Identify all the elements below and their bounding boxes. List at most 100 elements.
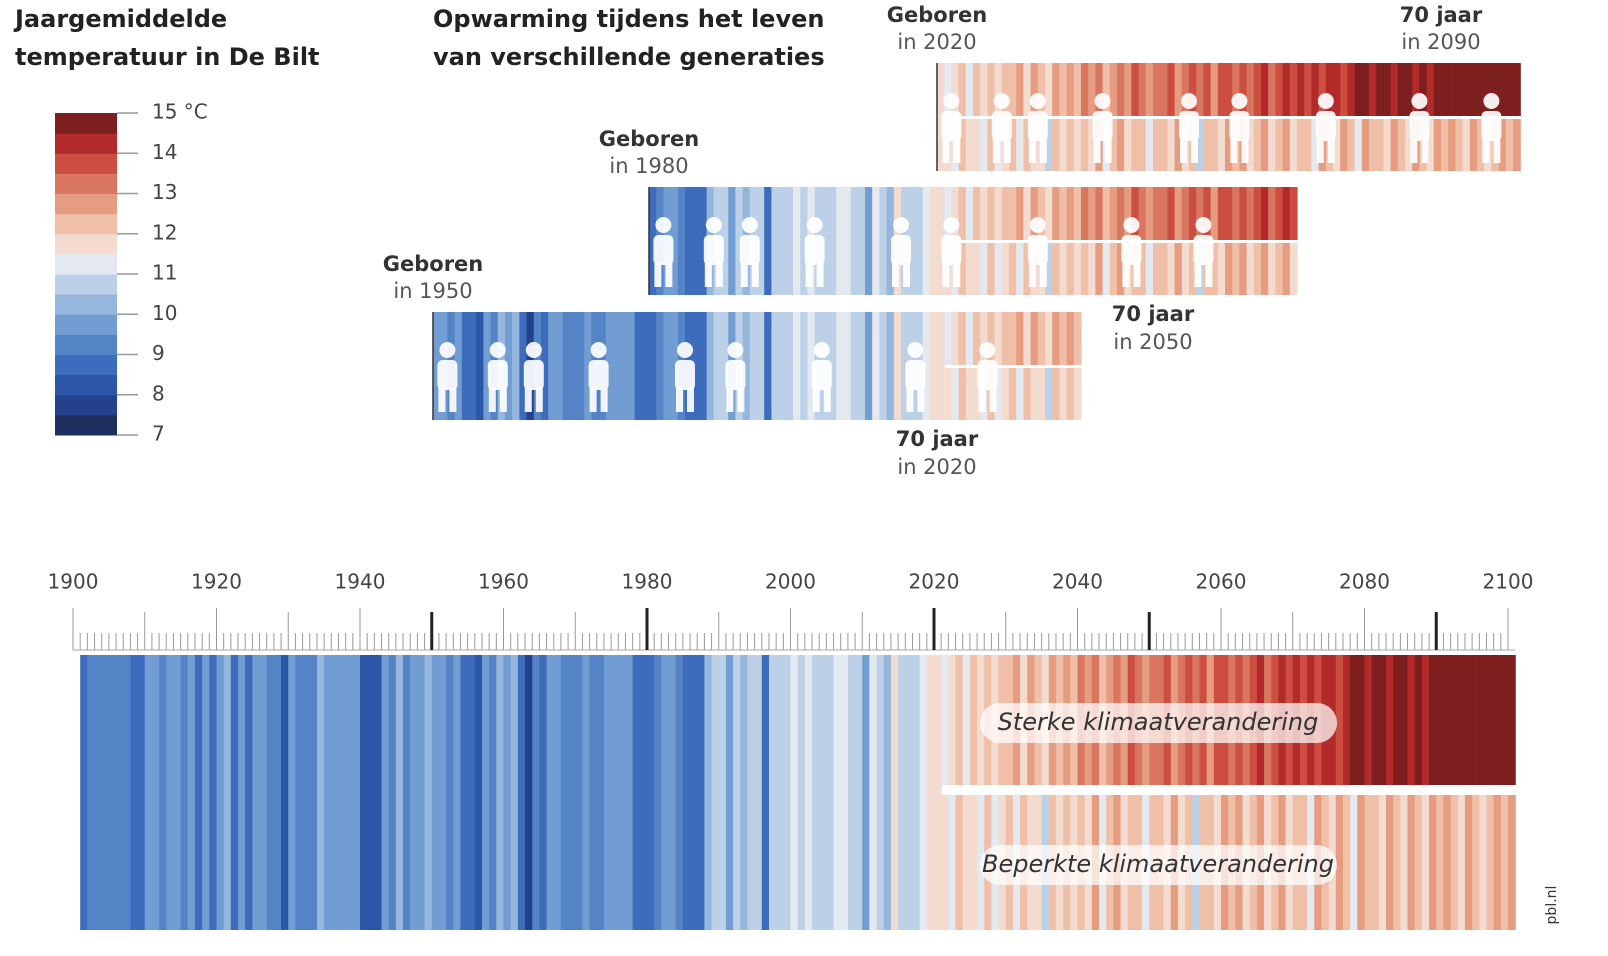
generation-stripe <box>1023 368 1032 420</box>
generation-stripe <box>1253 187 1262 240</box>
person-icon <box>488 388 496 412</box>
stripe <box>1436 655 1445 785</box>
generation-stripe <box>1448 63 1456 116</box>
stripe <box>1407 655 1416 785</box>
generation-stripe <box>1217 187 1226 240</box>
stripe <box>812 655 820 930</box>
person-icon <box>1123 217 1140 233</box>
generation-stripe <box>1498 119 1507 171</box>
generation-stripe <box>1369 63 1377 116</box>
person-icon <box>1327 139 1335 163</box>
legend-title: Jaargemiddelde <box>13 5 227 33</box>
generation-stripe <box>1131 187 1140 240</box>
generation-stripe <box>634 312 643 420</box>
born-year-label: in 1950 <box>393 279 472 303</box>
generation-stripe <box>454 312 463 420</box>
stripe <box>460 655 469 930</box>
generation-stripe <box>973 119 981 171</box>
person-icon <box>751 263 759 287</box>
generation-stripe <box>937 187 945 295</box>
generation-stripe <box>994 312 1003 365</box>
person-icon <box>1481 111 1502 141</box>
person-icon <box>991 111 1012 141</box>
stripe <box>747 655 756 930</box>
stripe <box>1508 795 1516 930</box>
person-icon <box>437 360 458 390</box>
colorbar-tick-label: 12 <box>152 220 177 244</box>
generation-stripe <box>987 243 996 295</box>
stripe <box>252 655 261 930</box>
colorbar-tick-label: 15 °C <box>152 100 208 124</box>
stripe <box>1400 795 1409 930</box>
generation-stripe <box>1333 63 1341 116</box>
stripe <box>108 655 117 930</box>
colorbar-swatch <box>55 253 117 275</box>
stripe <box>489 655 497 930</box>
person-icon <box>1194 263 1202 287</box>
generation-stripe <box>1153 119 1161 171</box>
x-tick-label: 1980 <box>622 570 673 594</box>
generation-stripe <box>483 312 492 420</box>
generation-stripe <box>1383 119 1392 171</box>
stripe <box>1414 655 1423 785</box>
stripe <box>740 655 749 930</box>
generation-stripe <box>555 312 564 420</box>
generation-stripe <box>1433 63 1442 116</box>
stripe <box>833 655 842 930</box>
legend-label: Sterke klimaatverandering <box>998 708 1319 736</box>
generation-stripe <box>1304 63 1312 116</box>
stripe <box>345 655 354 930</box>
stripe <box>955 655 964 785</box>
generation-stripe <box>641 312 650 420</box>
person-icon <box>438 388 446 412</box>
person-icon <box>953 139 961 163</box>
generation-stripe <box>735 187 744 295</box>
stripe <box>1350 795 1358 930</box>
generation-stripe <box>1066 312 1075 365</box>
generation-stripe <box>1059 368 1068 420</box>
stripe <box>797 655 806 930</box>
generation-stripe <box>829 187 837 295</box>
generation-stripe <box>987 312 996 365</box>
stripe <box>159 655 167 930</box>
generation-stripe <box>1347 63 1356 116</box>
generation-stripe <box>1203 119 1212 171</box>
x-tick-label: 2080 <box>1339 570 1390 594</box>
generation-stripe <box>1009 63 1017 116</box>
generation-stripe <box>1390 63 1399 116</box>
generation-stripe <box>1203 187 1212 240</box>
generation-stripe <box>922 312 931 420</box>
generation-stripe <box>1102 187 1111 240</box>
person-icon <box>590 342 607 358</box>
generation-stripe <box>958 368 967 420</box>
stripe <box>259 655 268 930</box>
generation-stripe <box>749 312 758 420</box>
generation-stripe <box>1318 63 1327 116</box>
person-icon <box>1027 111 1048 141</box>
person-icon <box>1133 263 1141 287</box>
generation-stripe <box>1232 187 1240 240</box>
generation-stripe <box>1477 63 1485 116</box>
stripe <box>560 655 569 930</box>
generation-stripe <box>1246 187 1255 240</box>
chart-title: Opwarming tijdens het leven <box>433 5 824 33</box>
stripe <box>1378 655 1387 785</box>
person-icon <box>804 235 825 265</box>
generation-stripe <box>1160 187 1168 240</box>
generation-stripe <box>1189 243 1197 295</box>
generation-stripe <box>1145 63 1154 116</box>
stripe <box>804 655 813 930</box>
stripe <box>819 655 827 930</box>
generation-stripe <box>1441 119 1449 171</box>
person-icon <box>941 111 962 141</box>
generation-stripe <box>1462 119 1471 171</box>
stripe <box>1443 795 1452 930</box>
generation-stripe <box>1081 63 1089 116</box>
stripe <box>589 655 598 930</box>
generation-stripe <box>1196 119 1204 171</box>
colorbar-tick-label: 7 <box>152 422 165 446</box>
generation-stripe <box>1059 312 1068 365</box>
person-icon <box>524 388 532 412</box>
stripe <box>1421 795 1430 930</box>
person-icon <box>1121 235 1142 265</box>
